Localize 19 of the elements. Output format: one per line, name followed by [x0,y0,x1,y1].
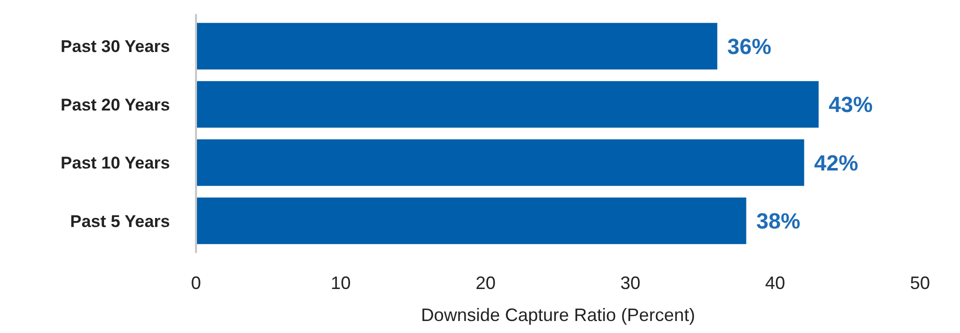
bar [196,22,718,70]
x-tick-label: 30 [620,273,640,293]
y-tick-label: Past 5 Years [70,212,170,231]
y-tick-label: Past 10 Years [60,154,170,173]
x-tick-label: 10 [330,273,351,293]
bar [196,198,746,244]
x-tick-label: 0 [190,273,202,293]
x-tick-label: 50 [910,273,930,293]
data-label: 43% [828,92,873,118]
x-tick-label: 20 [476,273,496,293]
bar [196,139,804,186]
data-label: 38% [756,208,800,234]
y-tick-label: Past 20 Years [60,95,170,114]
data-label: 42% [814,150,858,176]
x-axis-title: Downside Capture Ratio (Percent) [420,305,696,325]
data-label: 36% [727,34,772,59]
y-tick-label: Past 30 Years [60,37,170,56]
bar [196,81,819,128]
x-tick-label: 40 [765,273,786,293]
